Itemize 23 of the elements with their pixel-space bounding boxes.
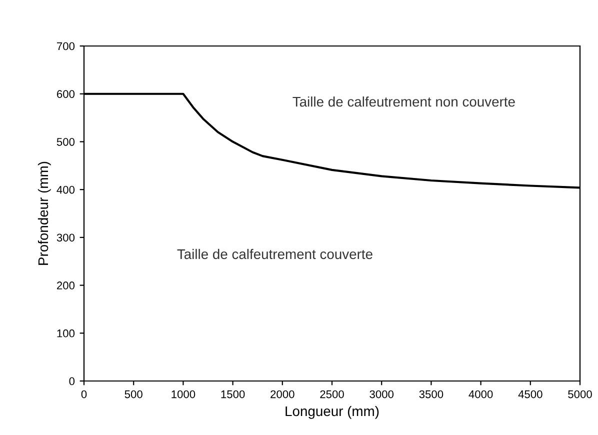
x-tick-label: 3500 — [419, 390, 444, 398]
x-tick-label: 5000 — [568, 390, 592, 398]
annotation: Taille de calfeutrement couverte — [177, 248, 372, 260]
y-tick-label: 200 — [56, 282, 75, 290]
x-axis-title: Longueur (mm) — [286, 406, 379, 419]
x-tick-label: 1500 — [221, 390, 245, 398]
x-tick-label: 2500 — [320, 390, 344, 398]
y-tick-label: 600 — [57, 90, 75, 98]
x-tick-label: 2000 — [270, 390, 294, 398]
y-axis-title: Profondeur (mm) — [38, 162, 51, 265]
x-tick-label: 500 — [124, 390, 142, 398]
y-tick-label: 100 — [57, 329, 75, 338]
x-tick-label: 0 — [81, 390, 87, 398]
x-tick-label: 4000 — [468, 390, 493, 398]
annotation: Taille de calfeutrement non couverte — [292, 96, 515, 107]
y-tick-label: 0 — [69, 377, 75, 386]
y-tick-label: 500 — [56, 138, 75, 146]
x-tick-label: 4500 — [518, 390, 542, 398]
x-tick-label: 3000 — [370, 390, 394, 398]
y-tick-label: 700 — [57, 42, 75, 50]
y-tick-label: 300 — [56, 234, 75, 242]
y-tick-label: 400 — [56, 186, 75, 194]
x-tick-label: 1000 — [172, 390, 196, 398]
